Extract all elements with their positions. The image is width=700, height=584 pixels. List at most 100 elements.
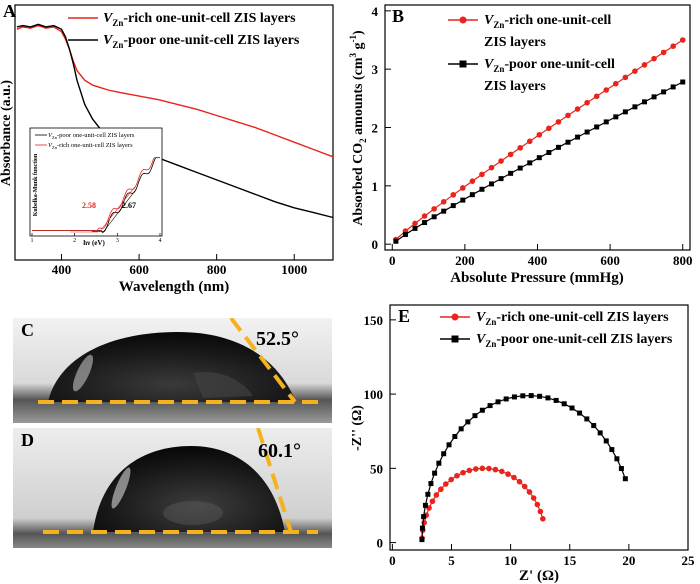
data-point-poor-b <box>575 134 581 140</box>
data-point-poor-e <box>465 419 471 425</box>
x-axis-label-a: Wavelength (nm) <box>119 279 229 295</box>
contact-angle-photo-d: D 60.1° <box>13 428 332 548</box>
data-point-poor-e <box>421 514 427 520</box>
data-point-rich-b <box>517 145 523 151</box>
chart-e: E 0 5 10 15 20 25 0 50 100 150 VZn-rich one-unit-… <box>350 304 696 584</box>
data-point-rich-e <box>534 501 541 508</box>
data-point-poor-e <box>603 438 609 444</box>
data-point-rich-e <box>530 495 537 501</box>
data-point-poor-b <box>498 176 504 182</box>
chart-a: A 400 600 800 1000 VZn-rich one-unit-cell Z… <box>0 1 334 295</box>
panel-d-label: D <box>21 430 34 450</box>
x-tick-label-e: 10 <box>504 553 517 568</box>
inset-tangent-rich <box>99 187 135 233</box>
data-point-rich-e <box>521 483 528 490</box>
inset-chart: 1 2 3 4 VZn-poor one-unit-cell ZIS layers V… <box>29 127 163 247</box>
data-point-rich-b <box>603 87 610 93</box>
data-point-poor-e <box>520 393 526 399</box>
data-point-rich-b <box>584 99 590 106</box>
data-point-rich-e <box>472 466 479 472</box>
data-point-rich-b <box>565 112 571 119</box>
inset-x-tick-label: 4 <box>159 238 162 244</box>
data-point-poor-b <box>527 160 533 166</box>
inset-tangent-poor <box>103 188 137 233</box>
data-point-rich-b <box>488 164 495 171</box>
data-point-poor-e <box>537 393 543 399</box>
x-tick-label-a: 600 <box>129 262 149 277</box>
data-point-rich-b <box>632 68 638 74</box>
data-point-poor-e <box>545 395 551 401</box>
data-point-rich-b <box>641 62 648 68</box>
inset-x-tick-label: 3 <box>116 238 119 244</box>
data-point-rich-b <box>450 192 457 198</box>
data-point-rich-e <box>499 468 505 475</box>
data-point-rich-b <box>507 151 514 158</box>
data-point-poor-b <box>584 129 590 135</box>
inset-line-rich <box>32 157 160 231</box>
data-point-rich-b <box>679 37 686 43</box>
data-point-poor-b <box>613 114 619 120</box>
data-point-poor-b <box>393 238 399 244</box>
data-point-rich-b <box>593 93 600 100</box>
data-point-poor-b <box>469 192 475 198</box>
data-point-poor-e <box>446 442 452 448</box>
y-tick-label-b: 3 <box>372 62 379 77</box>
data-point-poor-e <box>569 405 575 411</box>
inset-annotation-rich: 2.58 <box>82 201 96 210</box>
data-point-rich-b <box>546 125 552 132</box>
x-tick-label-e: 20 <box>622 553 635 568</box>
data-point-poor-b <box>460 197 466 203</box>
data-point-rich-b <box>460 185 466 191</box>
data-point-rich-e <box>454 472 460 479</box>
data-point-poor-b <box>450 203 456 209</box>
y-axis-label-e: -Z'' (Ω) <box>350 405 365 451</box>
data-point-rich-b <box>412 220 418 227</box>
chart-b: B 0 200 400 600 800 0 1 2 3 4 VZn-rich one-unit-c… <box>348 4 693 286</box>
data-point-rich-b <box>660 49 667 56</box>
x-tick-label-e: 25 <box>682 553 696 568</box>
data-point-rich-b <box>431 206 437 212</box>
data-point-poor-b <box>651 94 657 100</box>
data-point-poor-b <box>555 144 561 150</box>
data-point-poor-b <box>680 79 686 85</box>
data-point-rich-b <box>613 80 619 87</box>
y-tick-label-b: 2 <box>372 121 379 136</box>
y-tick-label-b: 1 <box>372 179 379 194</box>
data-point-poor-b <box>546 149 552 155</box>
data-point-poor-e <box>472 413 478 419</box>
data-point-rich-b <box>498 158 504 164</box>
x-tick-label-a: 400 <box>52 262 72 277</box>
data-point-rich-e <box>429 498 436 505</box>
x-tick-label-b: 400 <box>528 253 548 268</box>
data-point-poor-e <box>511 394 517 400</box>
panel-b-label: B <box>392 6 404 26</box>
data-point-poor-b <box>441 208 447 214</box>
data-point-rich-b <box>555 119 562 125</box>
data-point-rich-e <box>433 492 440 498</box>
data-point-rich-b <box>670 43 676 49</box>
data-point-poor-b <box>670 84 676 90</box>
data-point-rich-e <box>511 474 517 481</box>
y-tick-label-b: 4 <box>372 4 379 19</box>
x-tick-label-b: 0 <box>389 253 396 268</box>
data-point-poor-b <box>632 104 638 110</box>
y-tick-label-e: 150 <box>364 313 384 328</box>
svg-text:VZn-rich one-unit-cell ZIS la: VZn-rich one-unit-cell ZIS layers <box>48 142 133 150</box>
data-point-poor-e <box>618 466 624 472</box>
svg-text:ZIS layers: ZIS layers <box>484 79 546 94</box>
y-tick-label-e: 50 <box>370 461 383 476</box>
data-point-rich-b <box>536 131 543 138</box>
data-point-poor-e <box>609 447 615 453</box>
data-point-rich-e <box>443 481 449 487</box>
data-point-rich-b <box>479 171 485 178</box>
data-point-poor-b <box>431 214 437 220</box>
x-tick-label-b: 800 <box>673 253 693 268</box>
panel-c-label: C <box>21 320 34 340</box>
data-point-poor-b <box>422 220 428 226</box>
inset-y-label: Kubelka-Munk function <box>33 153 39 216</box>
data-point-rich-e <box>460 469 466 476</box>
data-point-poor-b <box>536 155 542 161</box>
data-point-poor-b <box>603 119 609 125</box>
panel-e-label: E <box>398 306 410 326</box>
svg-text:VZn-rich one-unit-cell ZIS la: VZn-rich one-unit-cell ZIS layers <box>476 310 669 327</box>
